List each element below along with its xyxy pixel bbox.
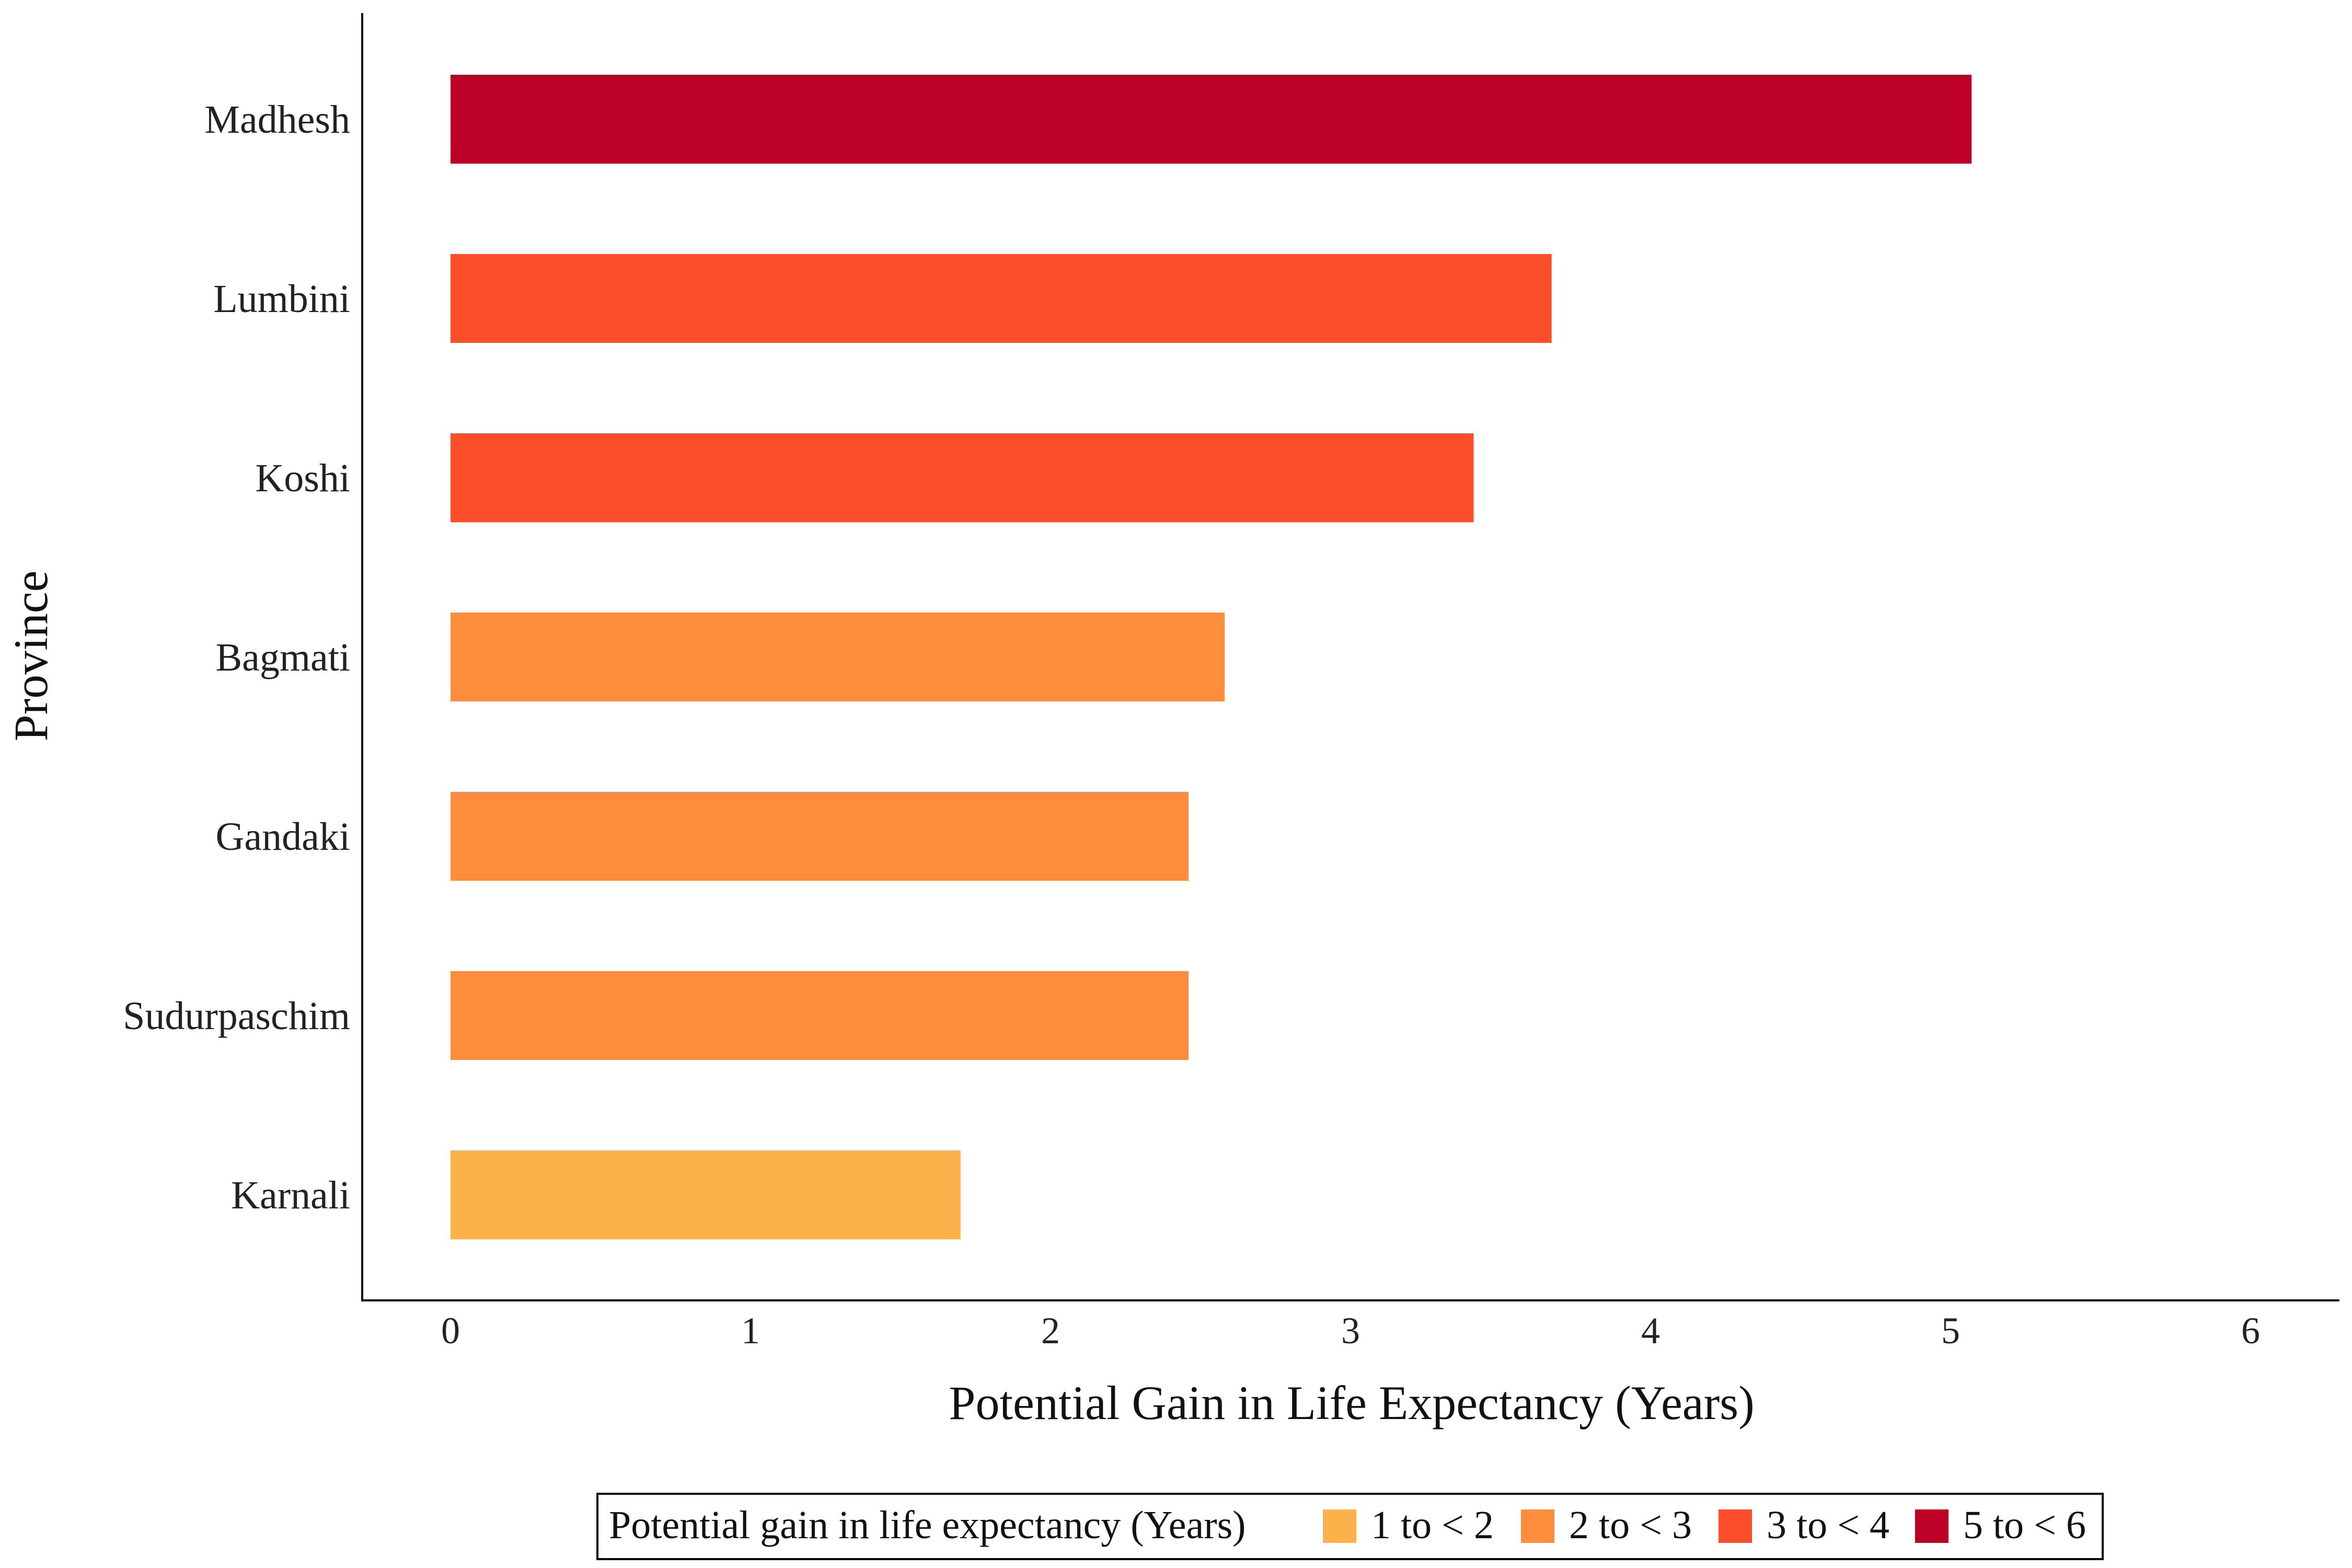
legend-swatch-5-to-6 — [1915, 1509, 1949, 1543]
bar-madhesh — [451, 75, 1972, 164]
category-label-sudurpaschim: Sudurpaschim — [123, 994, 350, 1038]
legend-label-1-to-2: 1 to < 2 — [1371, 1503, 1494, 1547]
legend-label-2-to-3: 2 to < 3 — [1569, 1503, 1692, 1547]
x-axis-title: Potential Gain in Life Expectancy (Years… — [949, 1376, 1754, 1429]
legend-swatch-2-to-3 — [1521, 1509, 1554, 1543]
bars-group — [451, 75, 1972, 1239]
category-labels-group: Madhesh Lumbini Koshi Bagmati Gandaki Sudurpa… — [123, 98, 350, 1217]
category-label-lumbini: Lumbini — [213, 277, 350, 321]
legend: Potential gain in life expectancy (Years… — [596, 1493, 2104, 1560]
x-tick-label-4: 4 — [1641, 1310, 1660, 1352]
bar-gandaki — [451, 792, 1189, 881]
x-tick-label-5: 5 — [1941, 1310, 1960, 1352]
category-label-bagmati: Bagmati — [215, 636, 350, 679]
legend-label-3-to-4: 3 to < 4 — [1767, 1503, 1889, 1547]
x-tick-label-6: 6 — [2241, 1310, 2260, 1352]
legend-label-5-to-6: 5 to < 6 — [1963, 1503, 2086, 1547]
category-label-madhesh: Madhesh — [204, 98, 350, 142]
bar-koshi — [451, 433, 1474, 522]
legend-swatch-1-to-2 — [1323, 1509, 1356, 1543]
legend-title: Potential gain in life expectancy (Years… — [609, 1503, 1246, 1547]
x-tick-label-3: 3 — [1341, 1310, 1360, 1352]
x-tick-label-1: 1 — [741, 1310, 760, 1352]
bar-sudurpaschim — [451, 971, 1189, 1060]
bar-bagmati — [451, 613, 1225, 701]
category-label-koshi: Koshi — [255, 456, 350, 500]
x-ticks-group: 0 1 2 3 4 5 6 — [441, 1310, 2260, 1352]
category-label-karnali: Karnali — [231, 1173, 350, 1217]
y-axis-title: Province — [4, 570, 57, 741]
bar-lumbini — [451, 254, 1552, 343]
legend-items-group: 1 to < 2 2 to < 3 3 to < 4 5 to < 6 — [1323, 1503, 2086, 1547]
category-label-gandaki: Gandaki — [216, 815, 350, 859]
bar-karnali — [451, 1150, 961, 1239]
x-tick-label-0: 0 — [441, 1310, 460, 1352]
legend-swatch-3-to-4 — [1719, 1509, 1752, 1543]
x-tick-label-2: 2 — [1041, 1310, 1060, 1352]
